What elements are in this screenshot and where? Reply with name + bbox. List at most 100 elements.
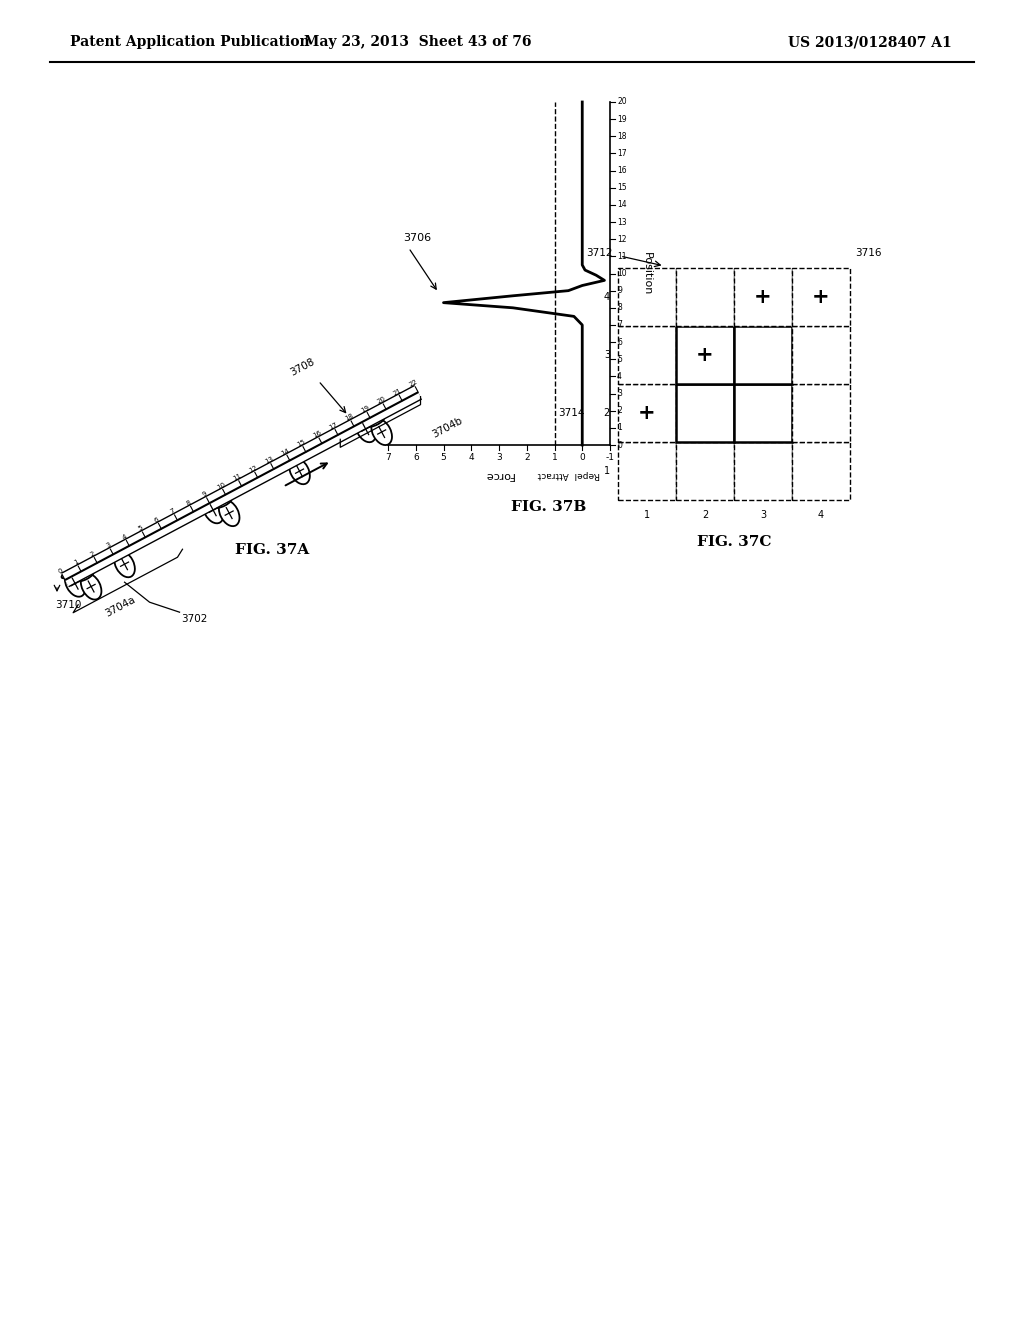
Ellipse shape xyxy=(286,455,302,466)
Text: 14: 14 xyxy=(617,201,627,210)
Ellipse shape xyxy=(61,568,78,578)
Text: Position: Position xyxy=(642,252,652,296)
Ellipse shape xyxy=(219,500,240,527)
Text: May 23, 2013  Sheet 43 of 76: May 23, 2013 Sheet 43 of 76 xyxy=(304,36,531,49)
Text: 3708: 3708 xyxy=(289,356,316,378)
Ellipse shape xyxy=(111,549,127,558)
Ellipse shape xyxy=(65,570,85,597)
Text: 4: 4 xyxy=(617,372,622,381)
Text: +: + xyxy=(755,286,772,308)
Text: 0: 0 xyxy=(57,568,63,576)
Text: 3706: 3706 xyxy=(403,232,432,243)
Bar xyxy=(676,268,734,326)
Text: 4: 4 xyxy=(468,453,474,462)
Text: US 2013/0128407 A1: US 2013/0128407 A1 xyxy=(788,36,952,49)
Text: 10: 10 xyxy=(215,480,226,491)
Bar xyxy=(676,326,734,384)
Ellipse shape xyxy=(289,458,310,484)
Text: 6: 6 xyxy=(154,516,160,524)
Ellipse shape xyxy=(352,413,369,424)
Ellipse shape xyxy=(78,572,93,581)
Text: 8: 8 xyxy=(617,304,622,313)
Text: 12: 12 xyxy=(617,235,627,244)
Text: 6: 6 xyxy=(413,453,419,462)
Text: 15: 15 xyxy=(296,438,306,447)
Text: 10: 10 xyxy=(617,269,627,279)
Text: 11: 11 xyxy=(617,252,627,261)
Text: 3710: 3710 xyxy=(55,601,81,610)
Text: 1: 1 xyxy=(73,558,80,566)
Text: 17: 17 xyxy=(328,421,339,430)
Text: 3: 3 xyxy=(617,389,622,399)
Bar xyxy=(792,268,850,326)
Text: 3: 3 xyxy=(604,350,610,360)
Text: 5: 5 xyxy=(440,453,446,462)
Bar xyxy=(676,384,734,442)
Bar xyxy=(618,442,676,500)
Bar xyxy=(734,268,792,326)
Text: +: + xyxy=(638,403,655,422)
Text: Force: Force xyxy=(484,470,514,480)
Text: 1: 1 xyxy=(617,424,622,433)
Text: 16: 16 xyxy=(617,166,627,176)
Text: 4: 4 xyxy=(818,510,824,520)
Text: 3: 3 xyxy=(105,541,112,549)
Text: 1: 1 xyxy=(644,510,650,520)
Bar xyxy=(792,384,850,442)
Bar xyxy=(792,442,850,500)
Text: 19: 19 xyxy=(360,404,371,413)
Bar xyxy=(734,442,792,500)
Text: 5: 5 xyxy=(617,355,622,364)
Text: +: + xyxy=(696,345,714,366)
Text: Repel  Attract: Repel Attract xyxy=(538,470,600,479)
Text: 11: 11 xyxy=(231,473,243,482)
Text: 7: 7 xyxy=(617,321,622,330)
Text: 3: 3 xyxy=(496,453,502,462)
Text: FIG. 37A: FIG. 37A xyxy=(234,544,309,557)
Text: 17: 17 xyxy=(617,149,627,158)
Text: 3702: 3702 xyxy=(181,614,208,624)
Text: 1: 1 xyxy=(604,466,610,477)
Text: 2: 2 xyxy=(701,510,709,520)
Ellipse shape xyxy=(372,418,392,445)
Text: 18: 18 xyxy=(344,413,354,422)
Text: 3704a: 3704a xyxy=(103,595,137,619)
Bar xyxy=(618,268,676,326)
Text: 9: 9 xyxy=(617,286,622,296)
Text: 2: 2 xyxy=(89,550,96,558)
Text: 18: 18 xyxy=(617,132,627,141)
Text: +: + xyxy=(812,286,829,308)
Ellipse shape xyxy=(200,495,216,506)
Ellipse shape xyxy=(368,417,384,426)
Text: 12: 12 xyxy=(248,465,258,474)
Text: 16: 16 xyxy=(311,430,323,440)
Text: 6: 6 xyxy=(617,338,622,347)
Text: 0: 0 xyxy=(617,441,622,450)
Text: 8: 8 xyxy=(185,499,193,507)
Bar xyxy=(676,442,734,500)
Text: 2: 2 xyxy=(604,408,610,418)
Ellipse shape xyxy=(216,498,231,508)
Text: 7: 7 xyxy=(169,508,176,515)
Bar xyxy=(618,326,676,384)
Text: 13: 13 xyxy=(263,455,274,465)
Bar xyxy=(734,326,792,384)
Text: 1: 1 xyxy=(552,453,557,462)
Text: -1: -1 xyxy=(605,453,614,462)
Bar xyxy=(618,384,676,442)
Text: 3714: 3714 xyxy=(558,408,585,418)
Text: 15: 15 xyxy=(617,183,627,193)
Text: Patent Application Publication: Patent Application Publication xyxy=(70,36,309,49)
Text: 20: 20 xyxy=(617,98,627,107)
Text: 19: 19 xyxy=(617,115,627,124)
Ellipse shape xyxy=(203,498,223,523)
Bar xyxy=(792,326,850,384)
Text: 3712: 3712 xyxy=(587,248,613,257)
Text: 0: 0 xyxy=(580,453,585,462)
Text: 22: 22 xyxy=(409,379,419,388)
Text: 4: 4 xyxy=(121,533,128,541)
Text: 3: 3 xyxy=(760,510,766,520)
Text: 20: 20 xyxy=(376,396,387,405)
Text: 2: 2 xyxy=(617,407,622,416)
Text: 3716: 3716 xyxy=(855,248,882,257)
